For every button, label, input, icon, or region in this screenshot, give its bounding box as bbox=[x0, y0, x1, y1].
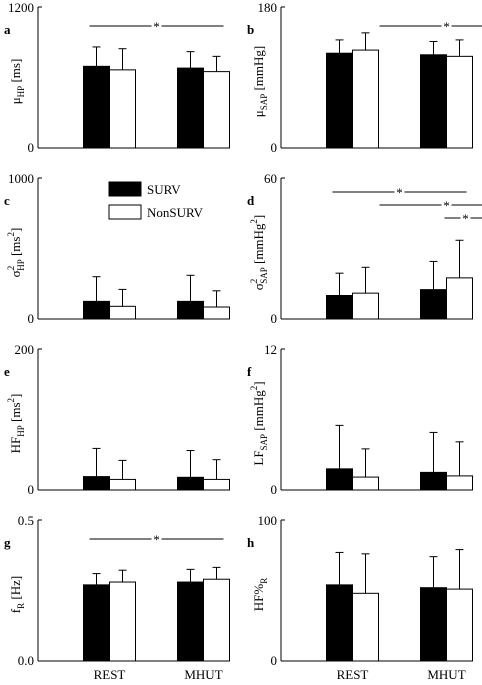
bar-surv-rest bbox=[83, 300, 110, 320]
bar-nonsurv-mhut bbox=[203, 306, 230, 320]
y-axis-label: σ2SAP [mmHg2] bbox=[249, 215, 269, 291]
bar-surv-rest bbox=[326, 584, 353, 662]
y-axis-label: HF%R bbox=[251, 578, 269, 611]
y-axis-label: σ2HP [ms2] bbox=[6, 228, 26, 278]
y-tick-label: 0.5 bbox=[18, 513, 34, 528]
panel-letter: f bbox=[247, 364, 252, 379]
y-axis-label: μHP [ms] bbox=[8, 59, 26, 105]
significance-gap bbox=[151, 21, 162, 31]
y-tick-label: 100 bbox=[258, 513, 278, 528]
y-tick-label: 200 bbox=[15, 342, 35, 357]
bar-nonsurv-rest bbox=[109, 69, 136, 149]
panel-letter: c bbox=[4, 193, 10, 208]
y-tick-label: 180 bbox=[258, 0, 278, 15]
legend-label-surv: SURV bbox=[147, 182, 181, 197]
y-tick-label: 0 bbox=[271, 482, 278, 497]
significance-star: * bbox=[443, 198, 450, 213]
panel-b: 0 180 b μSAP [mmHg] * bbox=[247, 0, 482, 155]
legend-swatch-surv bbox=[108, 181, 142, 197]
y-tick-label: 0 bbox=[271, 140, 278, 155]
x-tick-label: MHUT bbox=[427, 667, 465, 682]
x-tick-label: REST bbox=[337, 667, 369, 682]
bar-surv-mhut bbox=[177, 300, 204, 320]
bar-nonsurv-rest bbox=[352, 49, 379, 149]
bar-surv-mhut bbox=[420, 289, 447, 320]
y-axis-label: HFHP [ms2] bbox=[6, 394, 26, 454]
y-tick-label: 60 bbox=[264, 171, 277, 186]
panel-letter: d bbox=[247, 193, 255, 208]
y-axis-label: fR [Hz] bbox=[8, 576, 26, 613]
panel-g: 0.0 0.5 g fR [Hz] * REST MHUT bbox=[4, 513, 230, 682]
y-tick-label: 0 bbox=[28, 140, 35, 155]
bar-surv-mhut bbox=[177, 581, 204, 662]
x-tick-label: REST bbox=[94, 667, 126, 682]
bar-nonsurv-mhut bbox=[203, 578, 230, 662]
legend: SURV NonSURV bbox=[108, 181, 204, 220]
y-tick-label: 0 bbox=[271, 311, 278, 326]
y-tick-label: 0 bbox=[28, 311, 35, 326]
panel-letter: g bbox=[4, 535, 11, 550]
panel-f: 0 12 f LFSAP [mmHg2] bbox=[247, 342, 473, 497]
bar-surv-rest bbox=[83, 65, 110, 149]
significance-gap bbox=[441, 21, 452, 31]
significance-star: * bbox=[153, 532, 160, 547]
x-tick-label: MHUT bbox=[184, 667, 222, 682]
y-tick-label: 0.0 bbox=[18, 653, 34, 668]
significance-gap bbox=[151, 534, 162, 544]
panel-c: 0 1000 c σ2HP [ms2] bbox=[4, 171, 230, 326]
bar-surv-rest bbox=[326, 468, 353, 491]
bar-surv-mhut bbox=[420, 587, 447, 662]
legend-label-nonsurv: NonSURV bbox=[147, 205, 204, 220]
y-tick-label: 0 bbox=[271, 653, 278, 668]
y-tick-label: 0 bbox=[28, 482, 35, 497]
panel-e: 0 200 e HFHP [ms2] bbox=[4, 342, 230, 497]
y-axis-label: LFSAP [mmHg2] bbox=[249, 381, 269, 465]
significance-star: * bbox=[443, 19, 450, 34]
bar-surv-mhut bbox=[177, 67, 204, 149]
bar-surv-rest bbox=[326, 295, 353, 320]
panel-d: 0 60 d σ2SAP [mmHg2] * * * bbox=[247, 171, 482, 326]
panel-letter: h bbox=[247, 535, 255, 550]
significance-star: * bbox=[396, 185, 403, 200]
bar-nonsurv-mhut bbox=[446, 588, 473, 662]
bar-nonsurv-rest bbox=[352, 292, 379, 320]
significance-star: * bbox=[153, 19, 160, 34]
bar-surv-mhut bbox=[177, 476, 204, 491]
panel-a: 0 1200 a μHP [ms] * bbox=[4, 0, 230, 155]
bar-nonsurv-rest bbox=[352, 592, 379, 662]
bar-nonsurv-mhut bbox=[446, 475, 473, 491]
y-tick-label: 1000 bbox=[8, 171, 34, 186]
bar-nonsurv-rest bbox=[109, 581, 136, 662]
significance-gap bbox=[394, 187, 405, 197]
panel-letter: e bbox=[4, 364, 10, 379]
bar-surv-mhut bbox=[420, 54, 447, 149]
bar-surv-rest bbox=[83, 476, 110, 491]
bar-surv-rest bbox=[83, 584, 110, 662]
bar-nonsurv-rest bbox=[109, 478, 136, 491]
panel-letter: a bbox=[4, 22, 11, 37]
bar-nonsurv-rest bbox=[109, 305, 136, 320]
bar-surv-mhut bbox=[420, 471, 447, 491]
bar-nonsurv-mhut bbox=[446, 277, 473, 320]
bar-nonsurv-rest bbox=[352, 476, 379, 491]
y-tick-label: 1200 bbox=[8, 0, 34, 15]
panel-letter: b bbox=[247, 22, 254, 37]
bar-nonsurv-mhut bbox=[446, 55, 473, 149]
significance-gap bbox=[441, 200, 452, 210]
significance-star: * bbox=[462, 211, 469, 226]
legend-swatch-nonsurv bbox=[108, 204, 142, 220]
y-tick-label: 12 bbox=[264, 342, 277, 357]
significance-gap bbox=[460, 213, 471, 223]
y-axis-label: μSAP [mmHg] bbox=[251, 46, 269, 118]
bar-nonsurv-mhut bbox=[203, 478, 230, 491]
bar-nonsurv-mhut bbox=[203, 71, 230, 149]
bar-surv-rest bbox=[326, 52, 353, 149]
